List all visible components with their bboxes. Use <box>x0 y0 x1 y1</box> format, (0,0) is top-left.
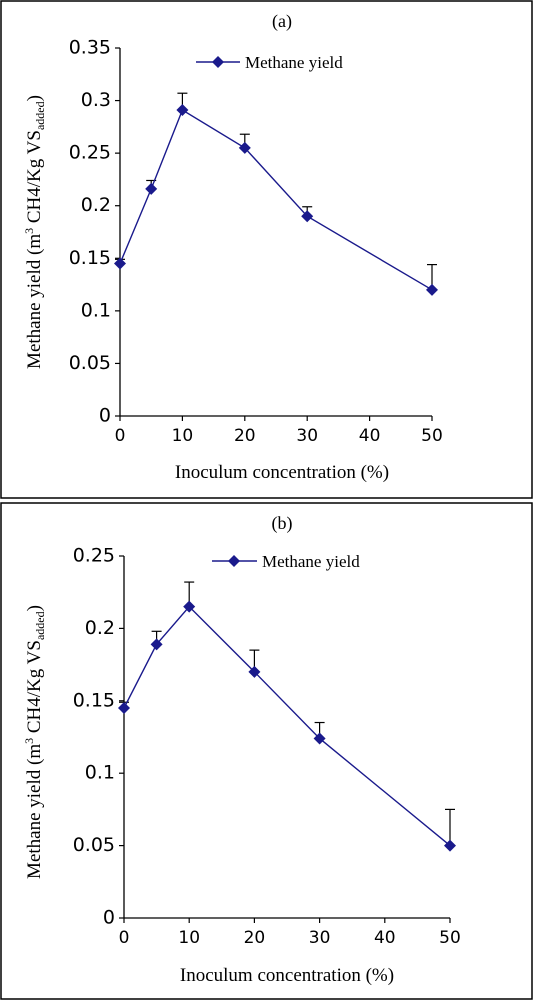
panel-a-title: (a) <box>272 11 292 32</box>
panel-b-y-label-sub: added <box>33 611 47 640</box>
panel-b-x-label: Inoculum concentration (%) <box>180 965 394 986</box>
panel-b-series-line <box>123 605 451 847</box>
panel-a-y-tick-label: 0.35 <box>69 37 111 59</box>
panel-b-y-tick-label: 0.15 <box>73 689 115 711</box>
panel-a-x-label: Inoculum concentration (%) <box>175 462 389 483</box>
panel-b-data-point <box>150 638 163 651</box>
panel-a-data-point <box>301 210 314 223</box>
panel-b-legend-marker <box>228 555 240 567</box>
panel-a-y-label-main: Methane yield (m <box>24 234 45 369</box>
panel-b-x-tick-label: 20 <box>244 928 266 948</box>
panel-a-x-tick-label: 0 <box>115 426 126 446</box>
panel-b-data-point <box>118 702 130 715</box>
panel-b-x-ticks: 0 10 20 30 40 50 <box>119 918 461 948</box>
panel-b-plot <box>118 581 456 852</box>
panel-a-data-point <box>238 141 251 154</box>
panel-b-legend-label: Methane yield <box>262 552 360 571</box>
panel-b-data-point <box>183 600 196 613</box>
panel-a-y-label-sup: 3 <box>22 228 36 234</box>
panel-a-y-tick-label: 0.25 <box>69 142 111 164</box>
panel-b-y-tick-label: 0.1 <box>85 762 115 784</box>
panel-b-y-label: Methane yield (m3 CH4/Kg VSadded) <box>22 605 47 879</box>
panel-a-x-tick-label: 50 <box>421 426 443 446</box>
panel-b-data-point <box>444 839 456 852</box>
panel-b-y-tick-label: 0 <box>103 907 115 929</box>
panel-a-data-point <box>426 283 438 296</box>
panel-b: (b) 0 0.05 0.1 0.15 0.2 0.25 0 10 20 30 40 50 Meth… <box>0 502 533 1000</box>
panel-b-x-tick-label: 0 <box>119 928 130 948</box>
panel-a-border <box>0 0 533 499</box>
panel-a-y-label-mid: CH4/Kg VS <box>24 130 45 228</box>
panel-b-y-tick-label: 0.05 <box>73 834 115 856</box>
panel-a-data-point <box>114 257 126 270</box>
panel-a-x-tick-label: 40 <box>359 426 381 446</box>
panel-a-data-point <box>145 182 158 195</box>
panel-a: (a) 0 0.05 0.1 0.15 0.2 0.25 0.3 0.35 0 10 20 30 40… <box>0 0 533 499</box>
panel-a-data-point <box>176 104 189 117</box>
panel-a-legend-marker <box>212 56 224 68</box>
panel-a-series-line <box>119 109 433 291</box>
panel-a-y-tick-label: 0.05 <box>69 352 111 374</box>
panel-b-x-tick-label: 30 <box>309 928 331 948</box>
panel-a-legend: Methane yield <box>196 53 343 72</box>
panel-a-x-tick-label: 10 <box>172 426 194 446</box>
panel-b-y-label-end: ) <box>24 605 45 611</box>
panel-b-x-tick-label: 50 <box>439 928 461 948</box>
panel-b-y-label-main: Methane yield (m <box>24 744 45 879</box>
panel-b-x-tick-label: 40 <box>374 928 396 948</box>
panel-a-y-tick-label: 0.1 <box>81 299 111 321</box>
panel-a-y-ticks: 0 0.05 0.1 0.15 0.2 0.25 0.3 0.35 <box>69 37 120 427</box>
panel-a-y-tick-label: 0.3 <box>81 89 111 111</box>
panel-b-title: (b) <box>272 513 293 534</box>
panel-a-plot <box>114 92 438 296</box>
panel-b-y-label-sup: 3 <box>22 738 36 744</box>
panel-b-y-ticks: 0 0.05 0.1 0.15 0.2 0.25 <box>73 545 124 929</box>
panel-a-x-tick-label: 20 <box>234 426 256 446</box>
panel-b-data-point <box>248 665 261 678</box>
panel-b-border <box>0 502 533 1000</box>
panel-b-legend: Methane yield <box>212 552 360 571</box>
panel-a-y-tick-label: 0.2 <box>81 194 111 216</box>
panel-a-y-label-sub: added <box>33 101 47 130</box>
panel-a-x-tick-label: 30 <box>296 426 318 446</box>
panel-b-x-tick-label: 10 <box>178 928 200 948</box>
panel-b-y-tick-label: 0.25 <box>73 545 115 567</box>
panel-a-y-tick-label: 0.15 <box>69 247 111 269</box>
panel-a-legend-label: Methane yield <box>245 53 343 72</box>
panel-a-y-label-end: ) <box>24 95 45 101</box>
panel-a-y-tick-label: 0 <box>99 405 111 427</box>
panel-a-y-label: Methane yield (m3 CH4/Kg VSadded) <box>22 95 47 369</box>
panel-a-x-ticks: 0 10 20 30 40 50 <box>115 416 443 446</box>
panel-b-y-label-mid: CH4/Kg VS <box>24 640 45 738</box>
panel-b-y-tick-label: 0.2 <box>85 617 115 639</box>
panel-b-data-point <box>313 732 326 745</box>
